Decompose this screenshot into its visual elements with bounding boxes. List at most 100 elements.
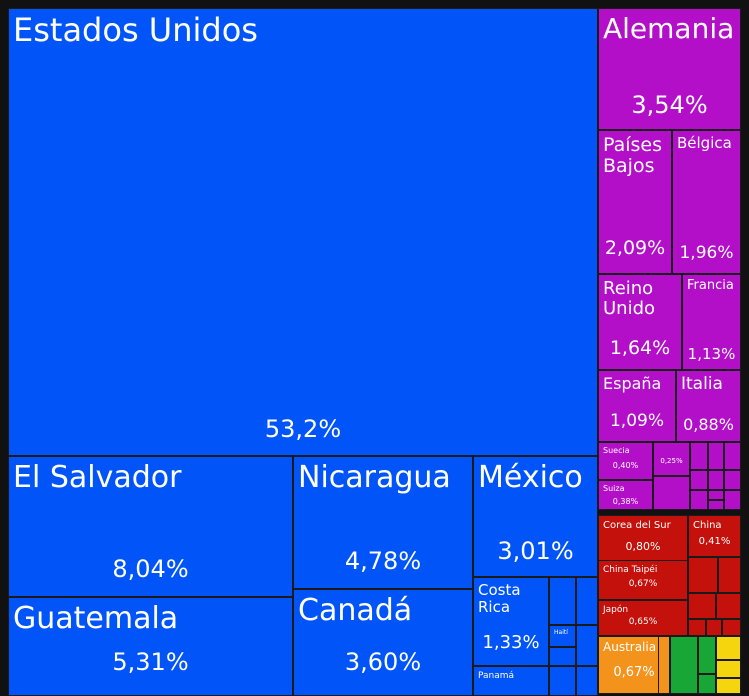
treemap-cell-italia: Italia 0,88%: [676, 370, 741, 442]
treemap-cell-estados-unidos: Estados Unidos 53,2%: [8, 8, 598, 456]
treemap-cell-minor-yellow-29: [716, 660, 741, 678]
treemap-cell-other: 0,25%: [653, 442, 690, 476]
treemap-cell-minor-europe-16: [724, 490, 741, 510]
treemap-value: 3,54%: [631, 91, 708, 119]
treemap-cell-minor-yellow-30: [716, 678, 741, 694]
treemap-cell-minor-asia-21: [688, 619, 706, 636]
treemap-value: 0,65%: [628, 617, 658, 627]
treemap-value: 1,64%: [609, 337, 671, 359]
treemap-cell-pa-ses-bajos: Países Bajos 2,09%: [598, 130, 672, 274]
treemap-label: Corea del Sur: [603, 520, 671, 531]
treemap-label: Canadá: [298, 593, 413, 628]
treemap-cell-minor-europe-8: [724, 442, 741, 470]
treemap-value: 0,67%: [628, 579, 658, 589]
treemap-value: 0,88%: [683, 415, 734, 434]
treemap-cell-minor-europe-10: [690, 470, 708, 490]
treemap-value: 4,78%: [344, 547, 422, 575]
treemap-cell-costa-rica: Costa Rica 1,33%: [473, 577, 549, 666]
treemap-cell-minor-green-25: [670, 636, 698, 694]
treemap-label: Haití: [554, 629, 568, 636]
treemap-label: Bélgica: [677, 134, 732, 152]
treemap-cell-guatemala: Guatemala 5,31%: [8, 597, 293, 696]
treemap-cell-suecia: Suecia 0,40%: [598, 442, 653, 480]
treemap-cell-minor-europe-13: [690, 490, 708, 510]
treemap-label: Guatemala: [13, 601, 179, 636]
treemap-value: 53,2%: [264, 415, 342, 443]
treemap-cell-minor-america-1: [576, 577, 598, 625]
treemap-cell-minor-asia-22: [706, 619, 722, 636]
treemap-cell-minor-europe-14: [708, 490, 724, 500]
treemap-cell-alemania: Alemania 3,54%: [598, 8, 741, 130]
treemap-cell-minor-yellow-28: [716, 636, 741, 660]
treemap-value: 1,96%: [679, 243, 734, 263]
treemap-label: Panamá: [478, 671, 515, 681]
treemap-value: 0,80%: [625, 540, 661, 553]
treemap-cell-minor-america-0: [549, 577, 576, 625]
treemap-value: 1,09%: [609, 411, 664, 431]
treemap-cell-minor-asia-17: [688, 557, 718, 593]
treemap-cell-minor-asia-19: [688, 593, 716, 619]
treemap-cell-minor-green-26: [698, 636, 716, 674]
treemap-value: 0,40%: [612, 461, 639, 470]
treemap-label: Japón: [603, 605, 629, 615]
treemap-cell-minor-asia-18: [718, 557, 741, 593]
treemap-value: 5,31%: [112, 648, 189, 676]
treemap-cell-minor-europe-11: [708, 470, 724, 490]
treemap-cell-minor-oceania-24: [658, 636, 670, 694]
treemap-label: México: [478, 460, 583, 495]
treemap-value: 8,04%: [112, 555, 189, 583]
treemap-cell-m-xico: México 3,01%: [473, 456, 598, 577]
treemap-label: Nicaragua: [298, 460, 451, 495]
treemap-cell-minor-europe-7: [708, 442, 724, 470]
treemap-cell-minor-europe-15: [708, 500, 724, 510]
treemap-cell-el-salvador: El Salvador 8,04%: [8, 456, 293, 597]
treemap-cell-francia: Francia 1,13%: [682, 274, 741, 370]
treemap-value: 0,38%: [612, 497, 639, 506]
treemap-value: 0,67%: [613, 665, 655, 680]
treemap-cell-nicaragua: Nicaragua 4,78%: [293, 456, 473, 589]
treemap-cell-minor-europe-12: [724, 470, 741, 490]
treemap-cell-b-lgica: Bélgica 1,96%: [672, 130, 741, 274]
treemap-label: Costa Rica: [478, 581, 521, 616]
treemap-label: China: [693, 520, 722, 531]
treemap-cell-corea-del-sur: Corea del Sur 0,80%: [598, 515, 688, 565]
treemap-cell-china: China 0,41%: [688, 515, 741, 557]
treemap-value: 1,13%: [687, 345, 736, 363]
treemap-label: Italia: [681, 374, 723, 394]
treemap-label: España: [603, 374, 662, 393]
treemap-cell-panam: Panamá: [473, 666, 549, 696]
treemap-label: Alemania: [603, 12, 735, 45]
treemap-label: Francia: [687, 278, 734, 293]
treemap-value: 1,33%: [482, 632, 540, 653]
treemap-cell-suiza: Suiza 0,38%: [598, 480, 653, 510]
treemap-value: 3,01%: [497, 537, 574, 565]
treemap-cell-jap-n: Japón 0,65%: [598, 600, 688, 636]
treemap-cell-minor-asia-20: [716, 593, 741, 619]
treemap-cell-minor-america-5: [576, 666, 598, 696]
treemap-label: Reino Unido: [603, 278, 656, 320]
treemap-cell-canad: Canadá 3,60%: [293, 589, 473, 696]
treemap-label: China Taipéi: [603, 565, 658, 575]
treemap-cell-minor-europe-9: [653, 476, 690, 510]
treemap-value: 0,41%: [698, 536, 731, 547]
treemap-label: Suecia: [603, 446, 630, 455]
treemap-cell-minor-green-27: [698, 674, 716, 694]
treemap-value: 0,25%: [660, 457, 683, 465]
treemap-cell-minor-america-3: [576, 625, 598, 666]
treemap-value: 3,60%: [344, 648, 422, 676]
treemap-cell-china-taip-i: China Taipéi 0,67%: [598, 560, 688, 600]
treemap-cell-espa-a: España 1,09%: [598, 370, 676, 442]
treemap-cell-reino-unido: Reino Unido 1,64%: [598, 274, 682, 370]
treemap-cell-minor-america-4: [549, 666, 576, 696]
treemap-cell-minor-europe-6: [690, 442, 708, 470]
treemap-label: Estados Unidos: [13, 11, 258, 49]
treemap-label: Países Bajos: [603, 134, 663, 178]
treemap-cell-minor-asia-23: [722, 619, 741, 636]
treemap-cell-hait: Haití: [549, 625, 576, 647]
treemap-label: El Salvador: [13, 460, 182, 495]
treemap-cell-minor-america-2: [549, 647, 576, 666]
treemap-label: Suiza: [603, 484, 625, 493]
treemap-label: Australia: [603, 640, 657, 654]
treemap-value: 2,09%: [604, 237, 666, 259]
